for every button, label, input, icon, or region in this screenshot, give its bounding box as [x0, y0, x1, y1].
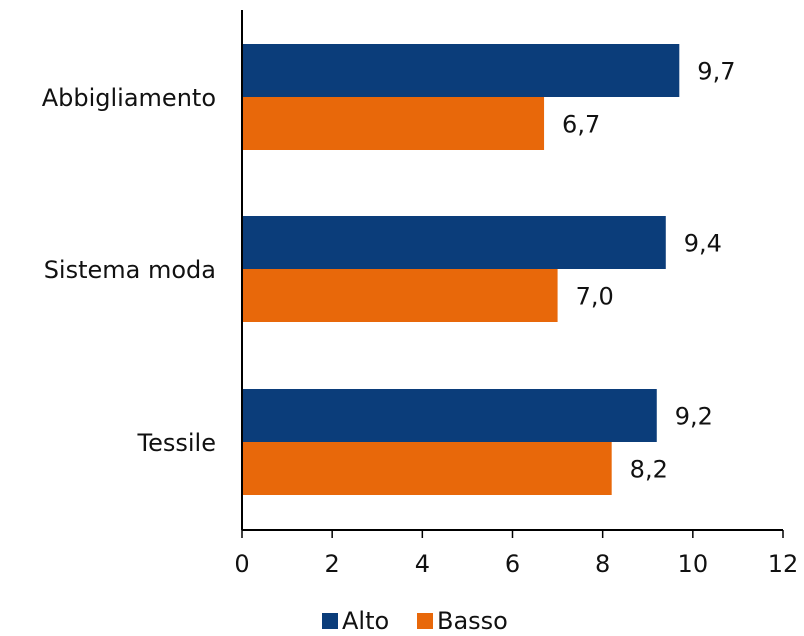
value-label-basso-tessile: 8,2 [630, 456, 668, 484]
legend-item-alto: Alto [322, 607, 389, 635]
x-tick-label: 4 [415, 550, 430, 578]
x-tick-label: 8 [595, 550, 610, 578]
x-tick-label: 12 [768, 550, 799, 578]
legend-swatch-alto [322, 613, 338, 629]
x-ticks-group: 0 2 4 6 8 10 12 [234, 530, 798, 578]
bar-basso-sistema-moda [242, 269, 558, 322]
legend-item-basso: Basso [417, 607, 508, 635]
legend-label-basso: Basso [437, 607, 508, 632]
value-label-alto-sistema-moda: 9,4 [684, 230, 722, 258]
legend-swatch-basso [417, 613, 433, 629]
x-tick-label: 2 [325, 550, 340, 578]
category-labels-group: Abbigliamento Sistema moda Tessile [42, 84, 216, 457]
category-label-tessile: Tessile [137, 429, 216, 457]
value-labels-group: 9,7 6,7 9,4 7,0 9,28,2 [562, 58, 735, 484]
bar-alto-tessile [242, 389, 657, 442]
category-label-abbigliamento: Abbigliamento [42, 84, 216, 112]
bar-alto-abbigliamento [242, 44, 680, 97]
bar-alto-sistema-moda [242, 216, 666, 269]
x-tick-label: 10 [678, 550, 709, 578]
bar-basso-abbigliamento [242, 97, 545, 150]
x-tick-label: 0 [234, 550, 249, 578]
value-label-alto-abbigliamento: 9,7 [697, 58, 735, 86]
bars-group [242, 44, 680, 495]
legend: Alto Basso [322, 607, 508, 635]
legend-label-alto: Alto [342, 607, 389, 632]
bar-basso-tessile [242, 442, 612, 495]
value-label-basso-sistema-moda: 7,0 [576, 283, 614, 311]
value-label-basso-abbigliamento: 6,7 [562, 111, 600, 139]
value-label-alto-tessile: 9,2 [675, 403, 713, 431]
category-label-sistema-moda: Sistema moda [44, 256, 216, 284]
x-tick-label: 6 [505, 550, 520, 578]
